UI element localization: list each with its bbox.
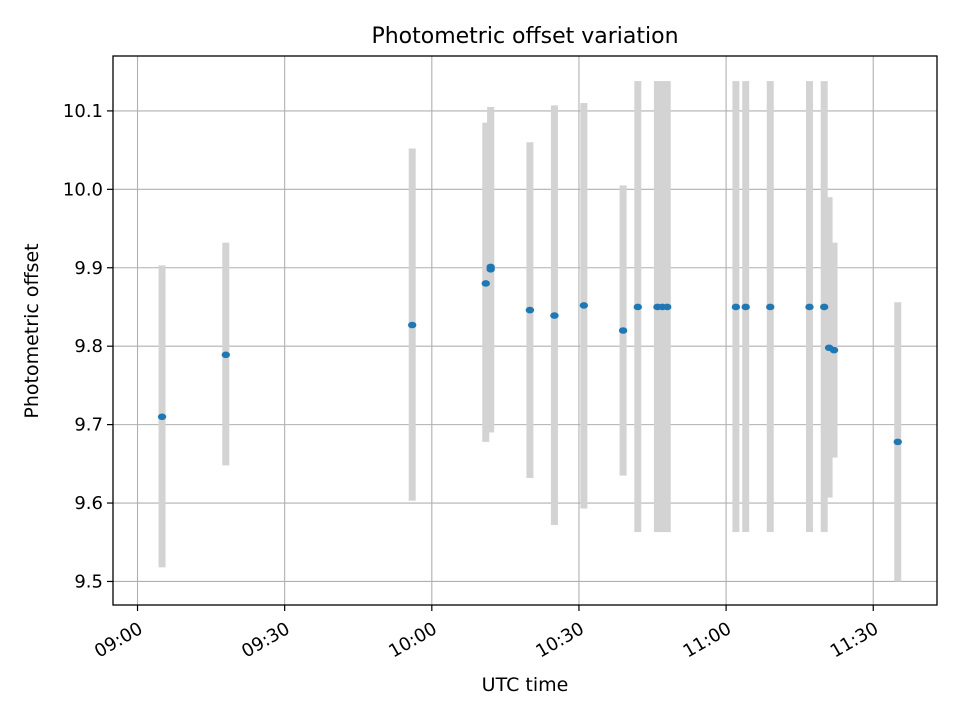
data-point [221,351,231,359]
data-point [829,346,839,354]
y-axis-label: Photometric offset [21,243,43,418]
chart-title: Photometric offset variation [371,24,678,49]
plot-area-frame [112,55,938,606]
y-tick-label: 9.9 [74,258,103,279]
data-point [157,413,167,421]
data-point [819,303,829,311]
data-point [741,303,750,311]
data-points [157,263,902,446]
data-point [618,327,628,334]
data-point [633,303,643,311]
data-point [486,263,495,271]
x-axis-label: UTC time [482,674,569,696]
data-point [579,302,589,309]
data-point [481,280,490,287]
y-tick-label: 9.5 [74,571,103,592]
data-point [805,303,814,311]
data-point [525,306,535,314]
data-point [663,303,672,311]
y-tick-label: 9.6 [74,493,103,514]
y-tick-label: 9.7 [74,415,103,436]
y-tick-label: 10.0 [63,179,103,200]
y-tick-label: 10.1 [63,101,103,122]
data-point [766,303,775,311]
data-point [407,321,417,329]
data-point [550,312,559,319]
data-point [731,303,741,311]
grid [113,56,937,605]
data-point [893,438,902,446]
y-tick-label: 9.8 [74,336,103,357]
